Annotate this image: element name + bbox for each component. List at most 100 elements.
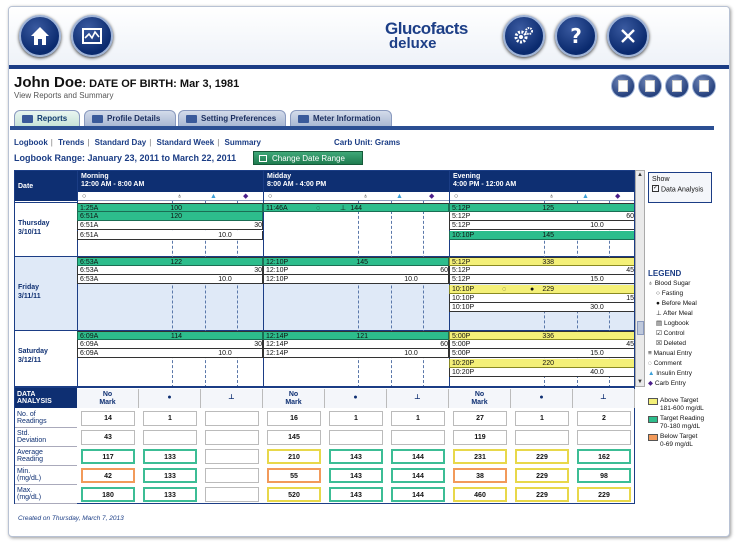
apple-icon: ● <box>530 285 535 293</box>
log-entry[interactable]: 10:10P 15 <box>449 293 634 303</box>
nav-standard-week[interactable]: Standard Week <box>156 138 215 147</box>
log-entry[interactable]: 6:09A 114 <box>77 331 263 340</box>
row-label-line: Max. <box>17 487 33 494</box>
tab-setting-preferences[interactable]: Setting Preferences <box>178 110 286 127</box>
header-divider <box>9 65 729 69</box>
log-entry[interactable]: 10:10P 145 <box>449 230 634 240</box>
close-button[interactable] <box>607 15 649 57</box>
log-entry[interactable]: 1:25A 100 <box>77 203 263 212</box>
analysis-cell <box>143 430 197 445</box>
log-entry[interactable]: 12:14P 10.0 <box>263 349 449 359</box>
svg-text:?: ? <box>570 24 582 48</box>
analysis-cell: 229 <box>515 468 569 483</box>
entry-time: 12:14P <box>266 341 289 349</box>
log-entry[interactable]: 5:12P 60 <box>449 212 634 222</box>
log-entry[interactable]: 6:53A 30 <box>77 266 263 276</box>
day-divider <box>77 256 634 257</box>
entry-time: 5:12P <box>452 213 471 221</box>
carb-unit: Carb Unit: Grams <box>334 138 401 147</box>
log-entry[interactable]: 6:53A 122 <box>77 257 263 266</box>
settings-button[interactable] <box>503 15 545 57</box>
log-entry[interactable]: 5:00P 45 <box>449 340 634 350</box>
entry-time: 6:53A <box>80 267 99 275</box>
clock-icon: ○ <box>82 193 87 200</box>
log-entry[interactable]: 6:51A 120 <box>77 212 263 222</box>
period-name: Evening <box>453 173 481 180</box>
home-button[interactable] <box>19 15 61 57</box>
patient-name: John Doe: DATE OF BIRTH: Mar 3, 1981 <box>14 74 240 91</box>
swatch-label: Target Reading 70-180 mg/dL <box>660 415 704 431</box>
analysis-row-label: No. of Readings <box>15 409 77 428</box>
export-pdf-button[interactable] <box>638 74 662 98</box>
carb-icon: ◆ <box>615 193 621 200</box>
log-entry[interactable]: 10:10P 30.0 <box>449 303 634 312</box>
log-entry[interactable]: 6:09A 30 <box>77 340 263 350</box>
entry-time: 12:10P <box>266 267 289 275</box>
column-divider <box>391 201 392 386</box>
logbook-scrollbar[interactable]: ▲ ▼ <box>635 170 645 387</box>
tab-profile-details[interactable]: Profile Details <box>84 110 176 127</box>
data-analysis-toggle[interactable]: ✓ Data Analysis <box>652 185 704 194</box>
log-entry[interactable]: 6:51A 30 <box>77 221 263 231</box>
row-label-line: Min. <box>17 468 31 475</box>
col-label: No <box>288 391 299 398</box>
scroll-thumb[interactable] <box>637 321 644 335</box>
log-entry[interactable]: 11:46A ⊥ ◌ 144 <box>263 203 449 212</box>
help-button[interactable]: ? <box>555 15 597 57</box>
log-entry[interactable]: 6:53A 10.0 <box>77 275 263 285</box>
nav-standard-day[interactable]: Standard Day <box>94 138 147 147</box>
swatch-label-line: Target Reading <box>660 415 705 422</box>
log-entry[interactable]: 5:12P 45 <box>449 266 634 276</box>
col-label: Mark <box>285 399 302 406</box>
nav-summary[interactable]: Summary <box>224 138 261 147</box>
log-entry[interactable]: 5:12P 10.0 <box>449 221 634 231</box>
change-date-range-button[interactable]: Change Date Range <box>253 151 363 165</box>
log-entry[interactable]: 12:10P 10.0 <box>263 275 449 285</box>
entry-time: 5:00P <box>452 333 471 340</box>
analysis-cell <box>577 430 631 445</box>
control-icon: ☑ <box>656 330 662 337</box>
log-entry[interactable]: 10:20P 220 <box>449 358 634 368</box>
log-entry[interactable]: 12:14P 60 <box>263 340 449 350</box>
log-entry[interactable]: 10:20P 40.0 <box>449 367 634 377</box>
entry-time: 6:51A <box>80 222 99 230</box>
analysis-cell: 229 <box>515 487 569 502</box>
blood-sugar-value: 144 <box>350 205 362 212</box>
print-button[interactable] <box>611 74 635 98</box>
swatch-label-line: 70-180 mg/dL <box>660 423 701 430</box>
log-entry[interactable]: 6:51A 10.0 <box>77 230 263 240</box>
swatch <box>648 416 658 423</box>
reports-button[interactable] <box>71 15 113 57</box>
log-entry[interactable]: 10:10P ● ◌ 229 <box>449 284 634 294</box>
save-button[interactable] <box>665 74 689 98</box>
scroll-down-icon[interactable]: ▼ <box>637 379 643 385</box>
tab-reports[interactable]: Reports <box>14 110 80 127</box>
logbook-grid: Date Morning 12:00 AM - 8:00 AM ○ ♁ ▲ ◆ Midday 8… <box>14 170 635 387</box>
log-entry[interactable]: 5:12P 338 <box>449 257 634 266</box>
tab-meter-information[interactable]: Meter Information <box>290 110 392 127</box>
checkbox-icon[interactable]: ✓ <box>652 185 659 192</box>
analysis-row-label: Average Reading <box>15 447 77 466</box>
log-entry[interactable]: 5:12P 15.0 <box>449 275 634 285</box>
row-label-line: Deviation <box>17 437 47 444</box>
log-entry[interactable]: 12:10P 60 <box>263 266 449 276</box>
analysis-cell <box>391 430 445 445</box>
column-divider <box>423 201 424 386</box>
insulin-value: 30.0 <box>590 304 604 311</box>
period-icon-row: ○ ♁ ▲ ◆ <box>449 192 634 201</box>
analysis-col-header: ⊥ <box>387 389 449 408</box>
nav-logbook[interactable]: Logbook <box>14 138 48 147</box>
analysis-cell <box>205 468 259 483</box>
log-entry[interactable]: 5:00P 336 <box>449 331 634 340</box>
entry-time: 5:12P <box>452 205 471 212</box>
log-entry[interactable]: 5:12P 125 <box>449 203 634 212</box>
log-entry[interactable]: 6:09A 10.0 <box>77 349 263 359</box>
nav-trends[interactable]: Trends <box>58 138 85 147</box>
blood-sugar-value: 114 <box>170 333 182 340</box>
email-button[interactable] <box>692 74 716 98</box>
scroll-up-icon[interactable]: ▲ <box>637 172 643 178</box>
log-entry[interactable]: 12:10P 145 <box>263 257 449 266</box>
analysis-col-header: No Mark <box>449 389 511 408</box>
log-entry[interactable]: 12:14P 121 <box>263 331 449 340</box>
log-entry[interactable]: 5:00P 15.0 <box>449 349 634 359</box>
